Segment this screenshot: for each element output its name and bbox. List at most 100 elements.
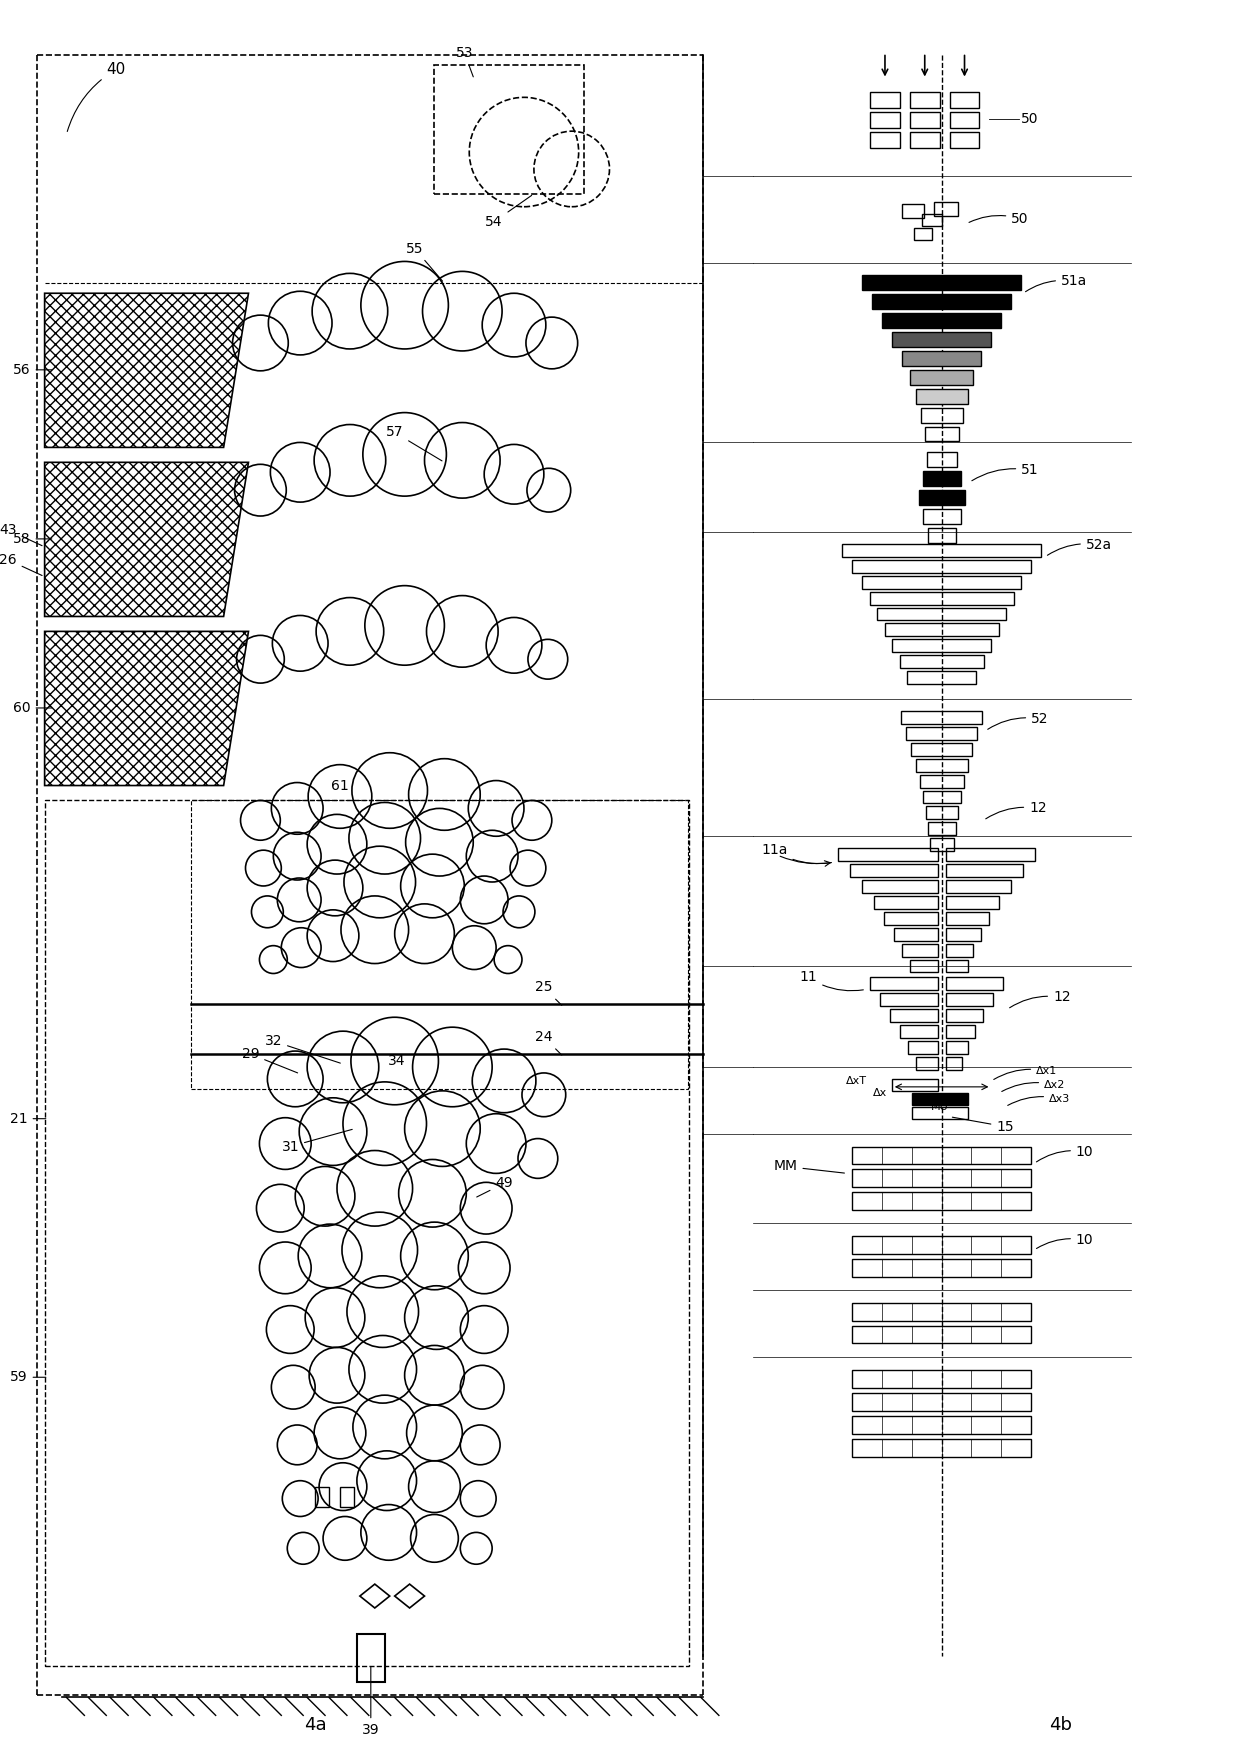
Text: 32: 32 — [264, 1035, 340, 1063]
Bar — [911, 1093, 967, 1105]
Bar — [852, 1439, 1032, 1456]
Text: 25: 25 — [536, 980, 562, 1005]
Text: Δx: Δx — [873, 1088, 887, 1098]
Bar — [910, 113, 940, 129]
Text: 60: 60 — [12, 702, 52, 716]
Text: ΔxT: ΔxT — [846, 1075, 867, 1086]
Bar — [862, 577, 1022, 589]
Bar — [916, 388, 967, 404]
Bar — [910, 132, 940, 148]
Text: 24: 24 — [536, 1030, 562, 1054]
Bar — [901, 351, 981, 367]
Text: Δx1: Δx1 — [993, 1067, 1058, 1079]
Bar — [921, 407, 962, 423]
Bar — [842, 543, 1042, 557]
Bar — [916, 1058, 937, 1070]
Bar — [946, 1026, 976, 1038]
Bar — [872, 294, 1012, 309]
Bar — [852, 1146, 1032, 1164]
Bar — [892, 331, 991, 347]
Text: MU: MU — [931, 1102, 949, 1112]
Text: 55: 55 — [405, 242, 443, 282]
Bar — [946, 993, 993, 1007]
Bar — [894, 927, 937, 941]
Text: 10: 10 — [1037, 1232, 1094, 1248]
Bar — [925, 427, 959, 441]
Bar — [357, 1634, 384, 1682]
Bar — [877, 608, 1007, 621]
Text: 49: 49 — [476, 1176, 513, 1197]
Bar — [870, 977, 937, 991]
Bar — [884, 911, 937, 926]
Bar — [852, 1236, 1032, 1253]
Bar — [928, 822, 956, 836]
Bar — [852, 1192, 1032, 1209]
Text: 4a: 4a — [304, 1717, 326, 1735]
Bar — [950, 92, 980, 108]
Bar — [928, 527, 956, 543]
Text: 11: 11 — [800, 970, 863, 991]
Text: 12: 12 — [1009, 991, 1070, 1008]
Text: Δx2: Δx2 — [1002, 1081, 1065, 1091]
Bar — [923, 790, 961, 804]
Bar — [926, 806, 957, 820]
Bar — [946, 880, 1012, 892]
Bar — [916, 758, 967, 772]
Bar — [852, 1370, 1032, 1387]
Text: 54: 54 — [485, 196, 532, 229]
Bar — [852, 1393, 1032, 1410]
Bar — [45, 800, 689, 1666]
Bar — [919, 490, 965, 504]
Bar — [946, 1042, 967, 1054]
Bar — [870, 132, 900, 148]
Text: 61: 61 — [331, 779, 348, 793]
Text: 31: 31 — [281, 1130, 352, 1153]
Text: 53: 53 — [455, 46, 474, 78]
Bar — [923, 510, 961, 524]
Bar — [910, 959, 937, 973]
Bar — [191, 800, 688, 1090]
Bar — [885, 624, 999, 636]
Bar — [950, 132, 980, 148]
Text: 51: 51 — [972, 464, 1039, 481]
Bar — [890, 1008, 937, 1023]
Text: 57: 57 — [386, 425, 441, 460]
Text: 4b: 4b — [1049, 1717, 1073, 1735]
Bar — [946, 911, 990, 926]
Text: 15: 15 — [952, 1118, 1014, 1134]
Text: Δx3: Δx3 — [1008, 1093, 1070, 1105]
Bar — [434, 65, 584, 194]
Bar — [910, 370, 973, 384]
Bar — [874, 896, 937, 910]
Bar — [906, 726, 977, 740]
Bar — [946, 943, 973, 957]
Bar — [901, 710, 982, 725]
Bar — [901, 943, 937, 957]
Bar — [946, 1008, 983, 1023]
Bar — [923, 471, 961, 487]
Bar — [946, 848, 1035, 860]
Bar — [930, 837, 954, 852]
Bar — [340, 1486, 353, 1507]
Text: 50: 50 — [968, 212, 1029, 226]
Text: 34: 34 — [388, 1054, 405, 1068]
Text: 50: 50 — [1022, 113, 1039, 127]
Bar — [920, 774, 963, 788]
Text: 58: 58 — [12, 532, 52, 547]
Bar — [934, 201, 957, 215]
Text: 21: 21 — [10, 1112, 46, 1127]
Bar — [892, 640, 991, 652]
Text: 26: 26 — [0, 554, 42, 575]
Text: 29: 29 — [242, 1047, 298, 1074]
Bar — [852, 1303, 1032, 1320]
Bar — [900, 656, 985, 668]
Bar — [900, 1026, 937, 1038]
Text: 52a: 52a — [1048, 538, 1112, 555]
Bar — [315, 1486, 329, 1507]
Bar — [892, 1079, 937, 1091]
Bar — [926, 453, 956, 467]
Text: 12: 12 — [986, 802, 1047, 818]
Bar — [946, 896, 999, 910]
Text: 56: 56 — [12, 363, 52, 377]
Bar — [870, 113, 900, 129]
